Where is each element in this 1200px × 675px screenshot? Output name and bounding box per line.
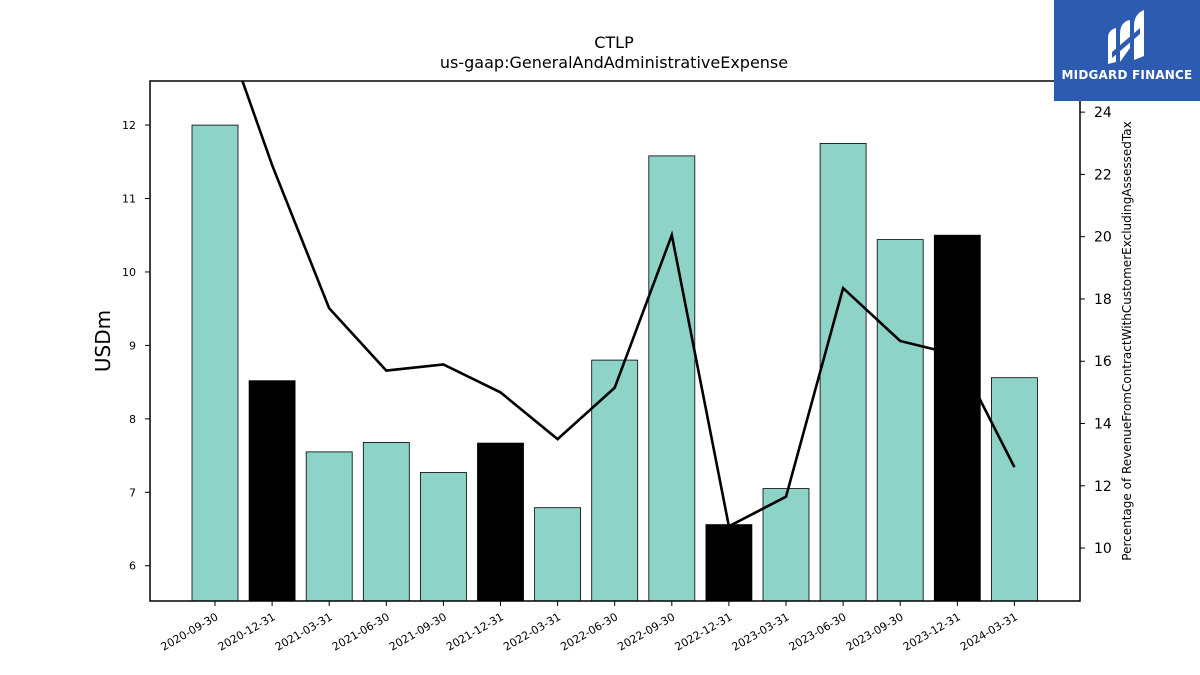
x-tick-label: 2022-12-31 xyxy=(673,610,735,653)
y2-axis-label: Percentage of RevenueFromContractWithCus… xyxy=(1120,121,1134,560)
y2-tick-label: 16 xyxy=(1094,354,1112,370)
y-tick-label: 12 xyxy=(122,119,136,132)
y-axis-label: USDm xyxy=(91,310,115,372)
x-tick-label: 2020-12-31 xyxy=(216,610,278,653)
y2-tick-label: 20 xyxy=(1094,230,1112,246)
x-tick-label: 2021-03-31 xyxy=(273,610,335,653)
bar-2024-03-31 xyxy=(991,377,1038,602)
y2-tick-label: 12 xyxy=(1094,479,1112,495)
bar-2023-03-31 xyxy=(762,488,810,602)
x-tick-label: 2022-06-30 xyxy=(558,610,620,653)
y2-tick-label: 24 xyxy=(1094,105,1112,121)
bar-2020-09-30 xyxy=(191,124,239,602)
left-axis: 6 7 8 9 10 11 12 xyxy=(122,119,150,573)
bar-2021-06-30 xyxy=(362,441,410,602)
bar-2021-09-30 xyxy=(419,472,467,602)
y-tick-label: 10 xyxy=(122,266,136,279)
chart-title: CTLP xyxy=(594,33,634,52)
x-tick-label: 2021-09-30 xyxy=(387,610,449,653)
bar-2020-12-31 xyxy=(248,380,296,602)
bar-2021-03-31 xyxy=(305,451,353,602)
bar-2022-06-30 xyxy=(591,359,639,602)
x-axis: 2020-09-302020-12-312021-03-312021-06-30… xyxy=(159,601,1020,654)
chart-subtitle: us-gaap:GeneralAndAdministrativeExpense xyxy=(440,53,788,72)
bar-2021-12-31 xyxy=(477,442,524,602)
y2-tick-label: 14 xyxy=(1094,417,1112,433)
x-tick-label: 2024-03-31 xyxy=(958,610,1020,653)
x-tick-label: 2020-09-30 xyxy=(159,610,221,653)
midgard-finance-logo: MIDGARD FINANCE xyxy=(1054,0,1200,101)
x-tick-label: 2021-06-30 xyxy=(330,610,392,653)
y-tick-label: 11 xyxy=(122,193,136,206)
y-tick-label: 8 xyxy=(129,413,136,426)
x-tick-label: 2023-03-31 xyxy=(730,610,792,653)
bar-2022-12-31 xyxy=(705,524,753,602)
x-tick-label: 2023-06-30 xyxy=(787,610,849,653)
bar-2023-09-30 xyxy=(876,239,924,602)
logo-text: MIDGARD FINANCE xyxy=(1061,68,1193,82)
x-tick-label: 2022-03-31 xyxy=(501,610,563,653)
series-line xyxy=(241,81,1016,529)
bar-2023-06-30 xyxy=(819,142,867,602)
x-tick-label: 2022-09-30 xyxy=(615,610,677,653)
bar-2022-09-30 xyxy=(648,155,696,602)
x-tick-label: 2023-12-31 xyxy=(901,610,963,653)
line-group xyxy=(241,81,1016,529)
bar-2022-03-31 xyxy=(534,507,581,602)
y2-tick-label: 22 xyxy=(1094,167,1112,183)
y2-tick-label: 18 xyxy=(1094,292,1112,308)
y2-tick-label: 10 xyxy=(1094,541,1112,557)
x-tick-label: 2021-12-31 xyxy=(444,610,506,653)
bars-group xyxy=(191,124,1038,602)
y-tick-label: 9 xyxy=(129,339,136,352)
right-axis: 10 12 14 16 18 20 22 24 xyxy=(1080,105,1112,557)
logo-mark-icon xyxy=(1108,10,1144,64)
bar-2023-12-31 xyxy=(933,234,981,602)
y-tick-label: 7 xyxy=(129,486,136,499)
y-tick-label: 6 xyxy=(129,560,136,573)
x-tick-label: 2023-09-30 xyxy=(844,610,906,653)
